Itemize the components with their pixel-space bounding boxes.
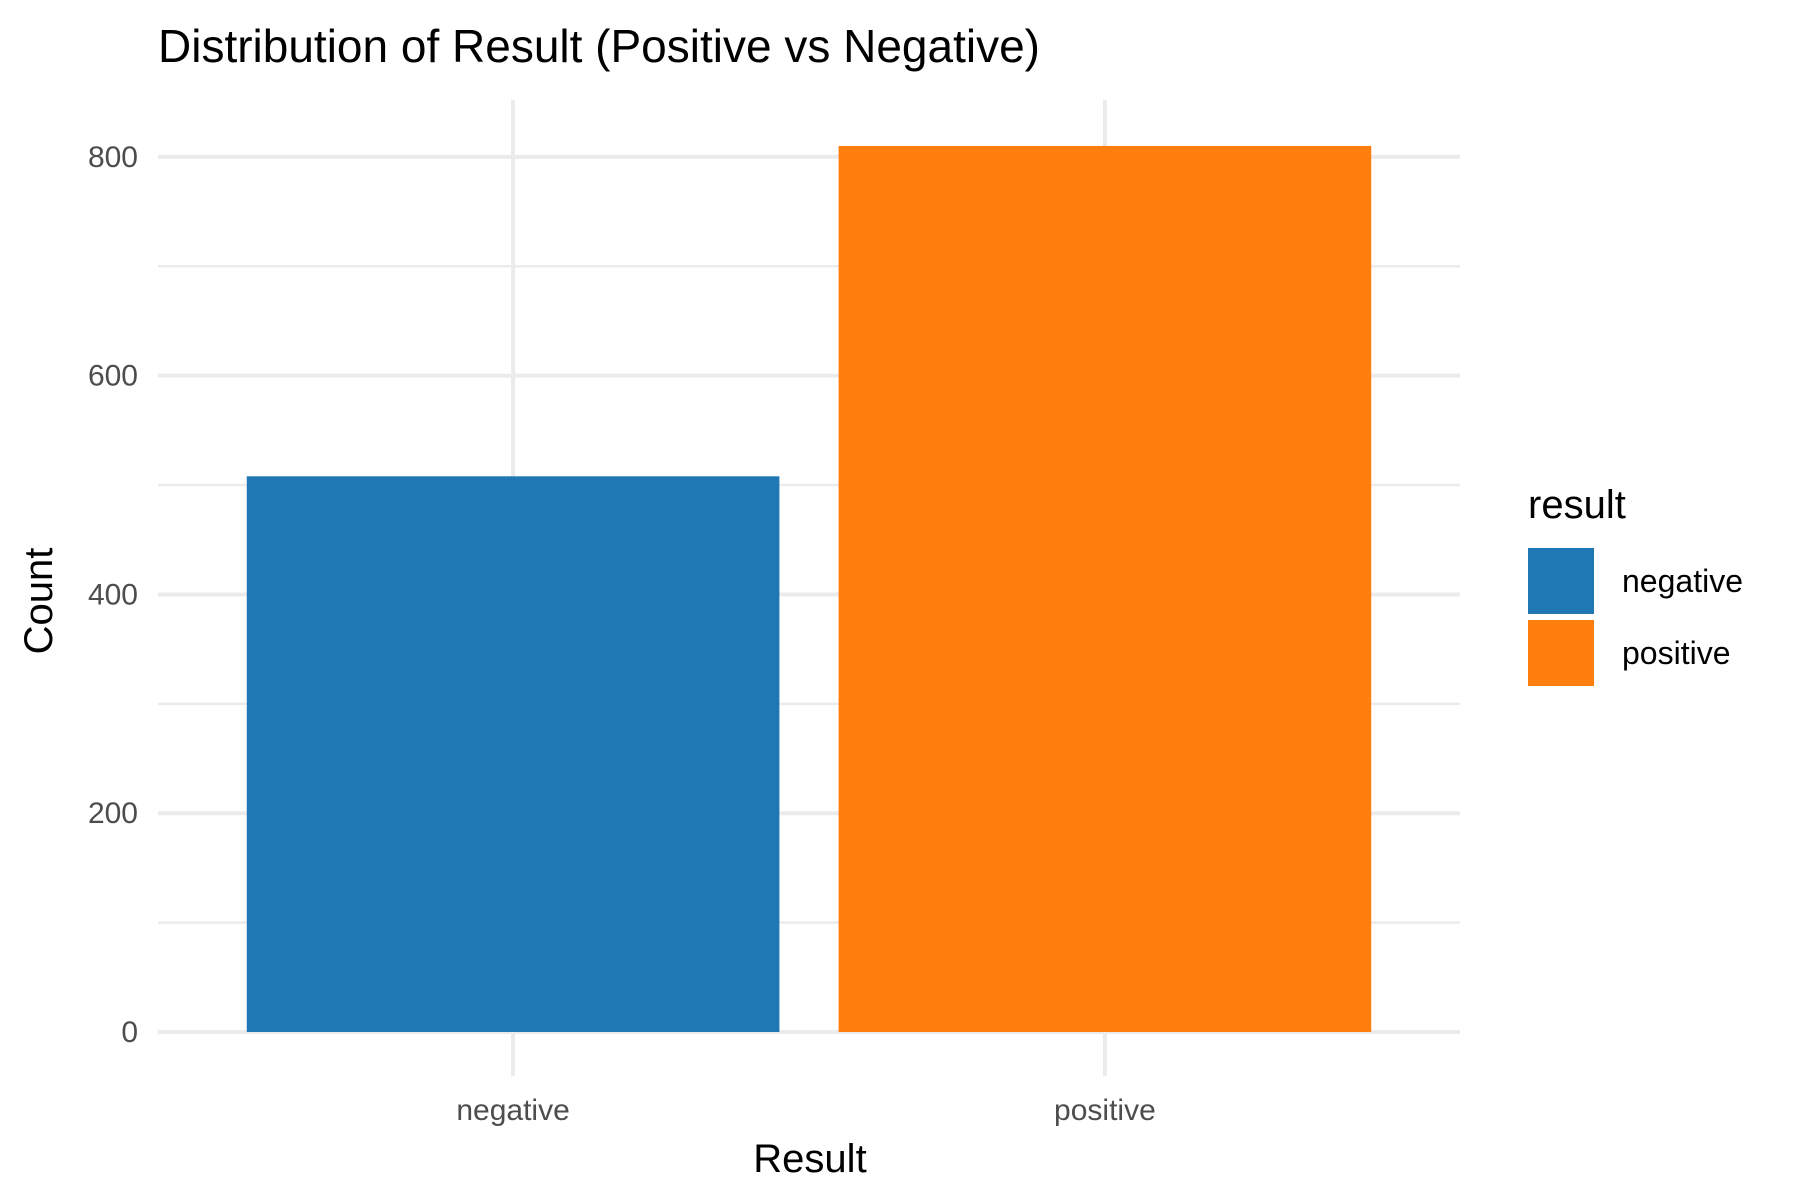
y-tick-label: 0 xyxy=(121,1016,138,1049)
legend-label-positive: positive xyxy=(1622,635,1731,671)
y-tick-label: 200 xyxy=(88,797,138,830)
legend-title: result xyxy=(1528,483,1626,527)
legend-label-negative: negative xyxy=(1622,563,1743,599)
bar-negative xyxy=(246,476,780,1032)
y-tick-label: 600 xyxy=(88,360,138,393)
bars xyxy=(246,145,1372,1032)
legend-items: negative positive xyxy=(1528,548,1743,686)
x-tick-labels: negative positive xyxy=(456,1094,1155,1127)
chart-title: Distribution of Result (Positive vs Nega… xyxy=(158,20,1040,72)
bar-positive xyxy=(838,145,1372,1032)
y-tick-labels: 0 200 400 600 800 xyxy=(88,141,138,1049)
x-tick-label: positive xyxy=(1054,1094,1156,1127)
x-tick-label: negative xyxy=(456,1094,569,1127)
y-tick-label: 400 xyxy=(88,578,138,611)
x-axis-title: Result xyxy=(753,1137,866,1181)
legend-swatch-negative xyxy=(1528,548,1594,614)
legend: result negative positive xyxy=(1528,483,1743,686)
y-axis-title: Count xyxy=(17,548,61,655)
y-tick-label: 800 xyxy=(88,141,138,174)
legend-swatch-positive xyxy=(1528,620,1594,686)
